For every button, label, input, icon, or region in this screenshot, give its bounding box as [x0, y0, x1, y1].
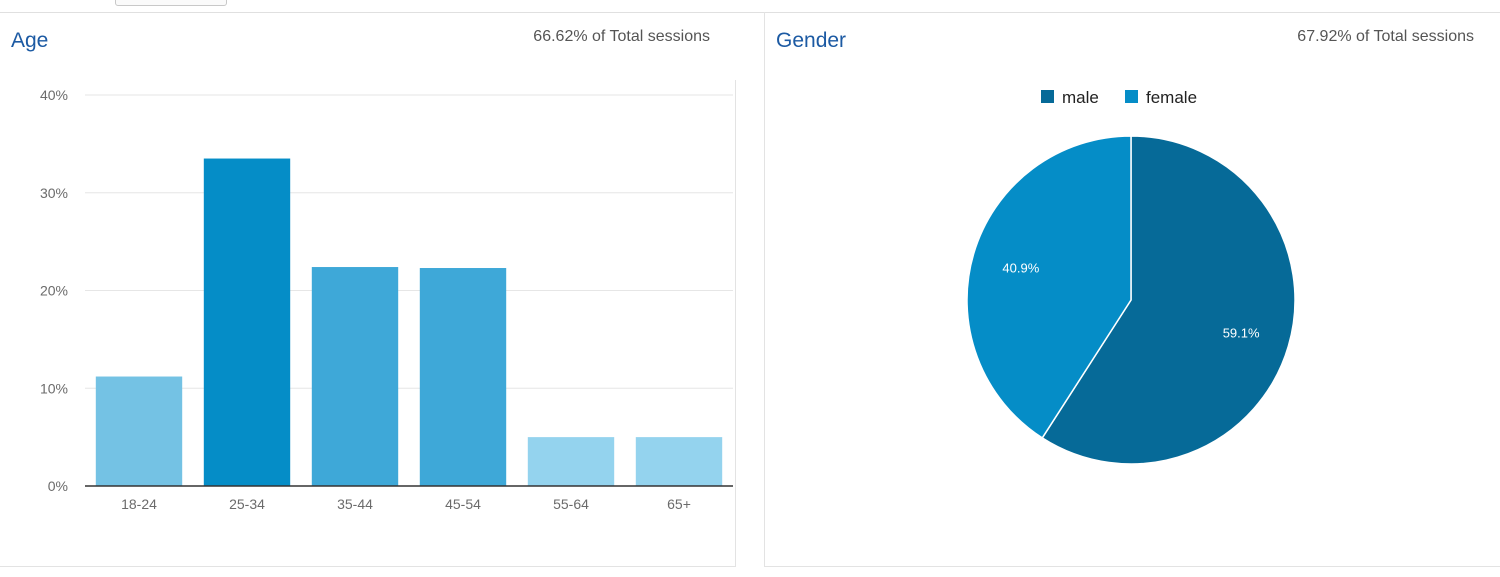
gender-legend: male female	[1041, 88, 1197, 107]
pie-label-female: 40.9%	[1002, 261, 1039, 276]
x-tick-label: 55-64	[553, 496, 589, 512]
filter-button[interactable]	[115, 0, 227, 6]
y-tick-label: 30%	[40, 185, 68, 201]
age-bar-18-24[interactable]	[95, 376, 183, 486]
x-tick-label: 18-24	[121, 496, 157, 512]
y-tick-label: 20%	[40, 283, 68, 299]
age-panel-subtitle: 66.62% of Total sessions	[533, 28, 710, 45]
pie-slice-female[interactable]	[966, 135, 1132, 439]
gender-panel-title: Gender	[776, 29, 847, 52]
pie-label-male: 59.1%	[1223, 325, 1260, 340]
age-bar-65+[interactable]	[635, 437, 723, 486]
y-tick-label: 0%	[48, 478, 68, 494]
age-panel-title: Age	[11, 29, 49, 52]
x-tick-label: 25-34	[229, 496, 265, 512]
x-tick-label: 45-54	[445, 496, 481, 512]
x-tick-label: 35-44	[337, 496, 373, 512]
legend-label-male[interactable]: male	[1062, 88, 1099, 107]
legend-label-female[interactable]: female	[1146, 88, 1197, 107]
age-panel: Age 66.62% of Total sessions 0% 10% 20% 30%…	[0, 12, 736, 567]
pie-slice-male[interactable]	[1041, 135, 1296, 465]
gender-panel-subtitle: 67.92% of Total sessions	[1297, 28, 1474, 45]
top-divider	[0, 12, 1500, 13]
legend-swatch-female	[1125, 90, 1138, 103]
gender-pie-chart: male female 59.1% 40.9%	[966, 88, 1296, 465]
age-bar-35-44[interactable]	[311, 267, 399, 486]
legend-swatch-male	[1041, 90, 1054, 103]
age-panel-divider	[735, 80, 736, 566]
y-tick-label: 40%	[40, 87, 68, 103]
age-bar-chart: 0% 10% 20% 30% 40% 18-24 25-34 35-44 45-54 55-64 6…	[40, 87, 733, 512]
x-tick-label: 65+	[667, 496, 691, 512]
age-bar-25-34[interactable]	[203, 158, 291, 486]
gender-panel: Gender 67.92% of Total sessions male fema…	[764, 12, 1500, 567]
age-bar-45-54[interactable]	[419, 268, 507, 486]
y-tick-label: 10%	[40, 380, 68, 396]
age-bar-55-64[interactable]	[527, 437, 615, 486]
